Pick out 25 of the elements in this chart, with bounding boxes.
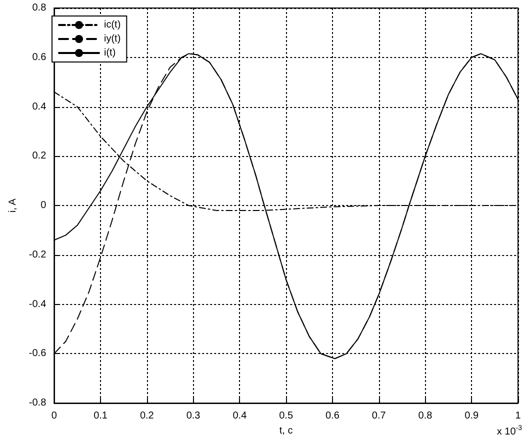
x-axis-title: t, c xyxy=(279,426,293,436)
y-axis-title: i, A xyxy=(8,198,18,213)
y-tick-label: -0.6 xyxy=(28,348,47,360)
legend-label: ic(t) xyxy=(104,20,121,30)
y-tick-label: 0.2 xyxy=(32,150,47,162)
x-tick-label: 0.1 xyxy=(94,410,108,422)
y-tick-label: -0.2 xyxy=(28,249,47,260)
legend-label: iy(t) xyxy=(104,34,121,44)
x-tick-label: 0 xyxy=(51,410,58,422)
x-tick-label: 0.9 xyxy=(464,410,479,422)
legend-label: i(t) xyxy=(104,48,116,58)
x-tick-label: 0.5 xyxy=(279,410,294,422)
x-tick-label: 1 xyxy=(515,410,522,422)
y-tick-label: -0.8 xyxy=(28,398,47,409)
x-tick-label: 0.2 xyxy=(140,410,154,422)
x-tick-label: 0.7 xyxy=(372,410,386,422)
x-tick-label: 0.8 xyxy=(418,410,433,422)
x-tick-label: 0.6 xyxy=(326,410,340,422)
x-tick-label: 0.4 xyxy=(232,410,248,422)
x-tick-label: 0.3 xyxy=(186,410,201,422)
y-tick-label: 0 xyxy=(40,200,47,212)
y-tick-label: 0.6 xyxy=(32,52,47,63)
y-tick-label: -0.4 xyxy=(28,298,47,310)
y-tick-label: 0.4 xyxy=(32,101,47,112)
y-tick-label: 0.8 xyxy=(32,2,47,14)
